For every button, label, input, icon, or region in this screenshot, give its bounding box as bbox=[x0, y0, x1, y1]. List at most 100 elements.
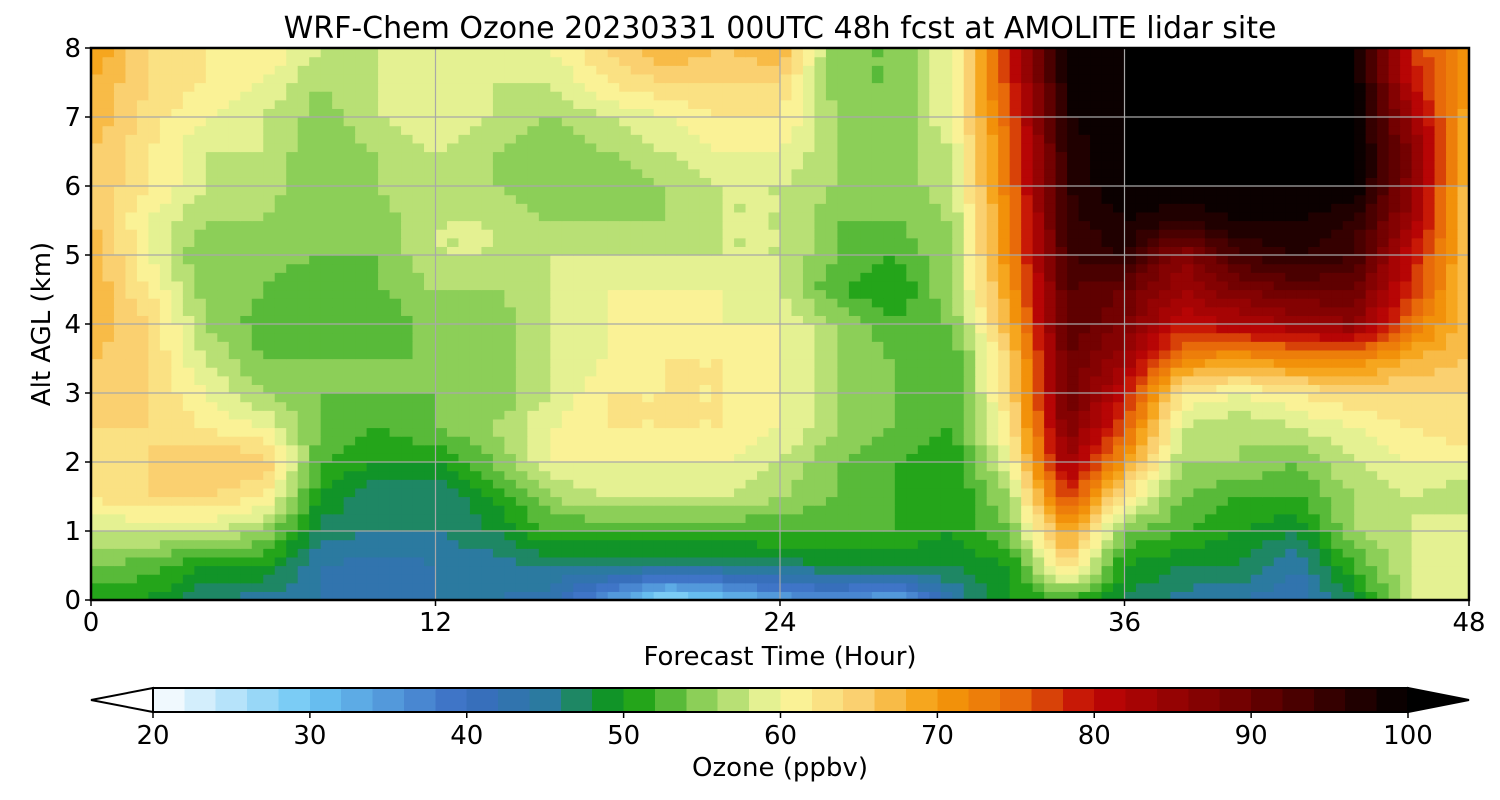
heatmap-cell bbox=[378, 539, 391, 549]
heatmap-cell bbox=[389, 591, 402, 600]
heatmap-cell bbox=[1434, 522, 1447, 532]
heatmap-cell bbox=[274, 548, 287, 558]
heatmap-cell bbox=[297, 375, 310, 385]
heatmap-cell bbox=[1377, 289, 1390, 299]
heatmap-cell bbox=[389, 358, 402, 368]
heatmap-cell bbox=[802, 255, 816, 265]
heatmap-cell bbox=[998, 255, 1011, 265]
heatmap-cell bbox=[1239, 574, 1252, 584]
heatmap-cell bbox=[1021, 272, 1034, 282]
heatmap-cell bbox=[148, 263, 161, 273]
heatmap-cell bbox=[458, 315, 471, 325]
heatmap-cell bbox=[1216, 531, 1229, 541]
heatmap-cell bbox=[1158, 591, 1172, 600]
heatmap-cell bbox=[1216, 582, 1229, 592]
heatmap-cell bbox=[848, 539, 861, 549]
heatmap-cell bbox=[722, 479, 735, 489]
heatmap-cell bbox=[929, 591, 942, 600]
heatmap-cell bbox=[1319, 556, 1332, 567]
heatmap-cell bbox=[917, 505, 930, 515]
heatmap-cell bbox=[975, 556, 988, 567]
heatmap-cell bbox=[136, 393, 150, 403]
heatmap-cell bbox=[699, 462, 712, 472]
heatmap-cell bbox=[642, 393, 655, 403]
heatmap-cell bbox=[699, 539, 712, 549]
heatmap-cell bbox=[217, 479, 230, 489]
heatmap-cell bbox=[814, 324, 827, 334]
heatmap-cell bbox=[182, 582, 195, 592]
heatmap-cell bbox=[355, 272, 368, 282]
heatmap-cell bbox=[1158, 306, 1172, 316]
heatmap-cell bbox=[711, 332, 724, 342]
heatmap-cell bbox=[1457, 272, 1469, 282]
heatmap-cell bbox=[401, 401, 414, 411]
heatmap-cell bbox=[458, 349, 471, 360]
heatmap-cell bbox=[1250, 496, 1263, 506]
heatmap-cell bbox=[653, 315, 666, 325]
heatmap-cell bbox=[1250, 315, 1263, 325]
heatmap-cell bbox=[274, 332, 287, 342]
heatmap-cell bbox=[1250, 591, 1263, 600]
heatmap-cell bbox=[297, 367, 310, 377]
heatmap-cell bbox=[860, 418, 873, 429]
heatmap-cell bbox=[1147, 582, 1160, 592]
heatmap-cell bbox=[561, 513, 574, 523]
heatmap-cell bbox=[1365, 315, 1378, 325]
heatmap-cell bbox=[653, 470, 666, 480]
heatmap-cell bbox=[630, 272, 643, 282]
heatmap-cell bbox=[883, 479, 896, 489]
heatmap-cell bbox=[757, 272, 770, 282]
heatmap-cell bbox=[768, 341, 781, 351]
heatmap-cell bbox=[481, 548, 494, 558]
heatmap-cell bbox=[757, 427, 770, 437]
heatmap-cell bbox=[1457, 324, 1469, 334]
heatmap-cell bbox=[1388, 367, 1401, 377]
heatmap-cell bbox=[446, 522, 460, 532]
heatmap-cell bbox=[986, 487, 999, 498]
heatmap-cell bbox=[561, 462, 574, 472]
heatmap-cell bbox=[1181, 367, 1194, 377]
heatmap-cell bbox=[435, 487, 448, 498]
heatmap-cell bbox=[1090, 548, 1103, 558]
heatmap-cell bbox=[1124, 418, 1137, 429]
heatmap-cell bbox=[102, 410, 115, 420]
heatmap-cell bbox=[699, 263, 712, 273]
heatmap-cell bbox=[561, 479, 574, 489]
heatmap-cell bbox=[538, 358, 551, 368]
heatmap-cell bbox=[113, 470, 127, 480]
heatmap-cell bbox=[113, 410, 127, 420]
heatmap-cell bbox=[584, 306, 597, 316]
heatmap-cell bbox=[1181, 332, 1194, 342]
heatmap-cell bbox=[1193, 574, 1206, 584]
heatmap-cell bbox=[136, 496, 150, 506]
heatmap-cell bbox=[286, 324, 299, 334]
heatmap-cell bbox=[469, 418, 483, 429]
heatmap-cell bbox=[113, 418, 127, 429]
heatmap-cell bbox=[205, 298, 218, 308]
heatmap-cell bbox=[389, 237, 402, 247]
heatmap-cell bbox=[699, 280, 712, 291]
heatmap-cell bbox=[240, 462, 253, 472]
heatmap-cell bbox=[814, 539, 827, 549]
heatmap-cell bbox=[1296, 436, 1309, 446]
heatmap-cell bbox=[917, 574, 930, 584]
heatmap-cell bbox=[1204, 444, 1217, 454]
heatmap-cell bbox=[378, 393, 391, 403]
heatmap-cell bbox=[159, 582, 172, 592]
heatmap-cell bbox=[1296, 375, 1309, 385]
heatmap-cell bbox=[320, 453, 333, 463]
heatmap-cell bbox=[1101, 539, 1114, 549]
heatmap-cell bbox=[1193, 263, 1206, 273]
heatmap-cell bbox=[1124, 453, 1137, 463]
heatmap-cell bbox=[1285, 556, 1298, 567]
heatmap-cell bbox=[217, 539, 230, 549]
heatmap-cell bbox=[492, 522, 505, 532]
heatmap-cell bbox=[940, 358, 953, 368]
heatmap-cell bbox=[205, 315, 218, 325]
heatmap-cell bbox=[1055, 574, 1068, 584]
heatmap-cell bbox=[1388, 539, 1401, 549]
heatmap-cell bbox=[917, 436, 930, 446]
heatmap-cell bbox=[1377, 418, 1390, 429]
heatmap-cell bbox=[446, 263, 460, 273]
heatmap-cell bbox=[963, 375, 976, 385]
